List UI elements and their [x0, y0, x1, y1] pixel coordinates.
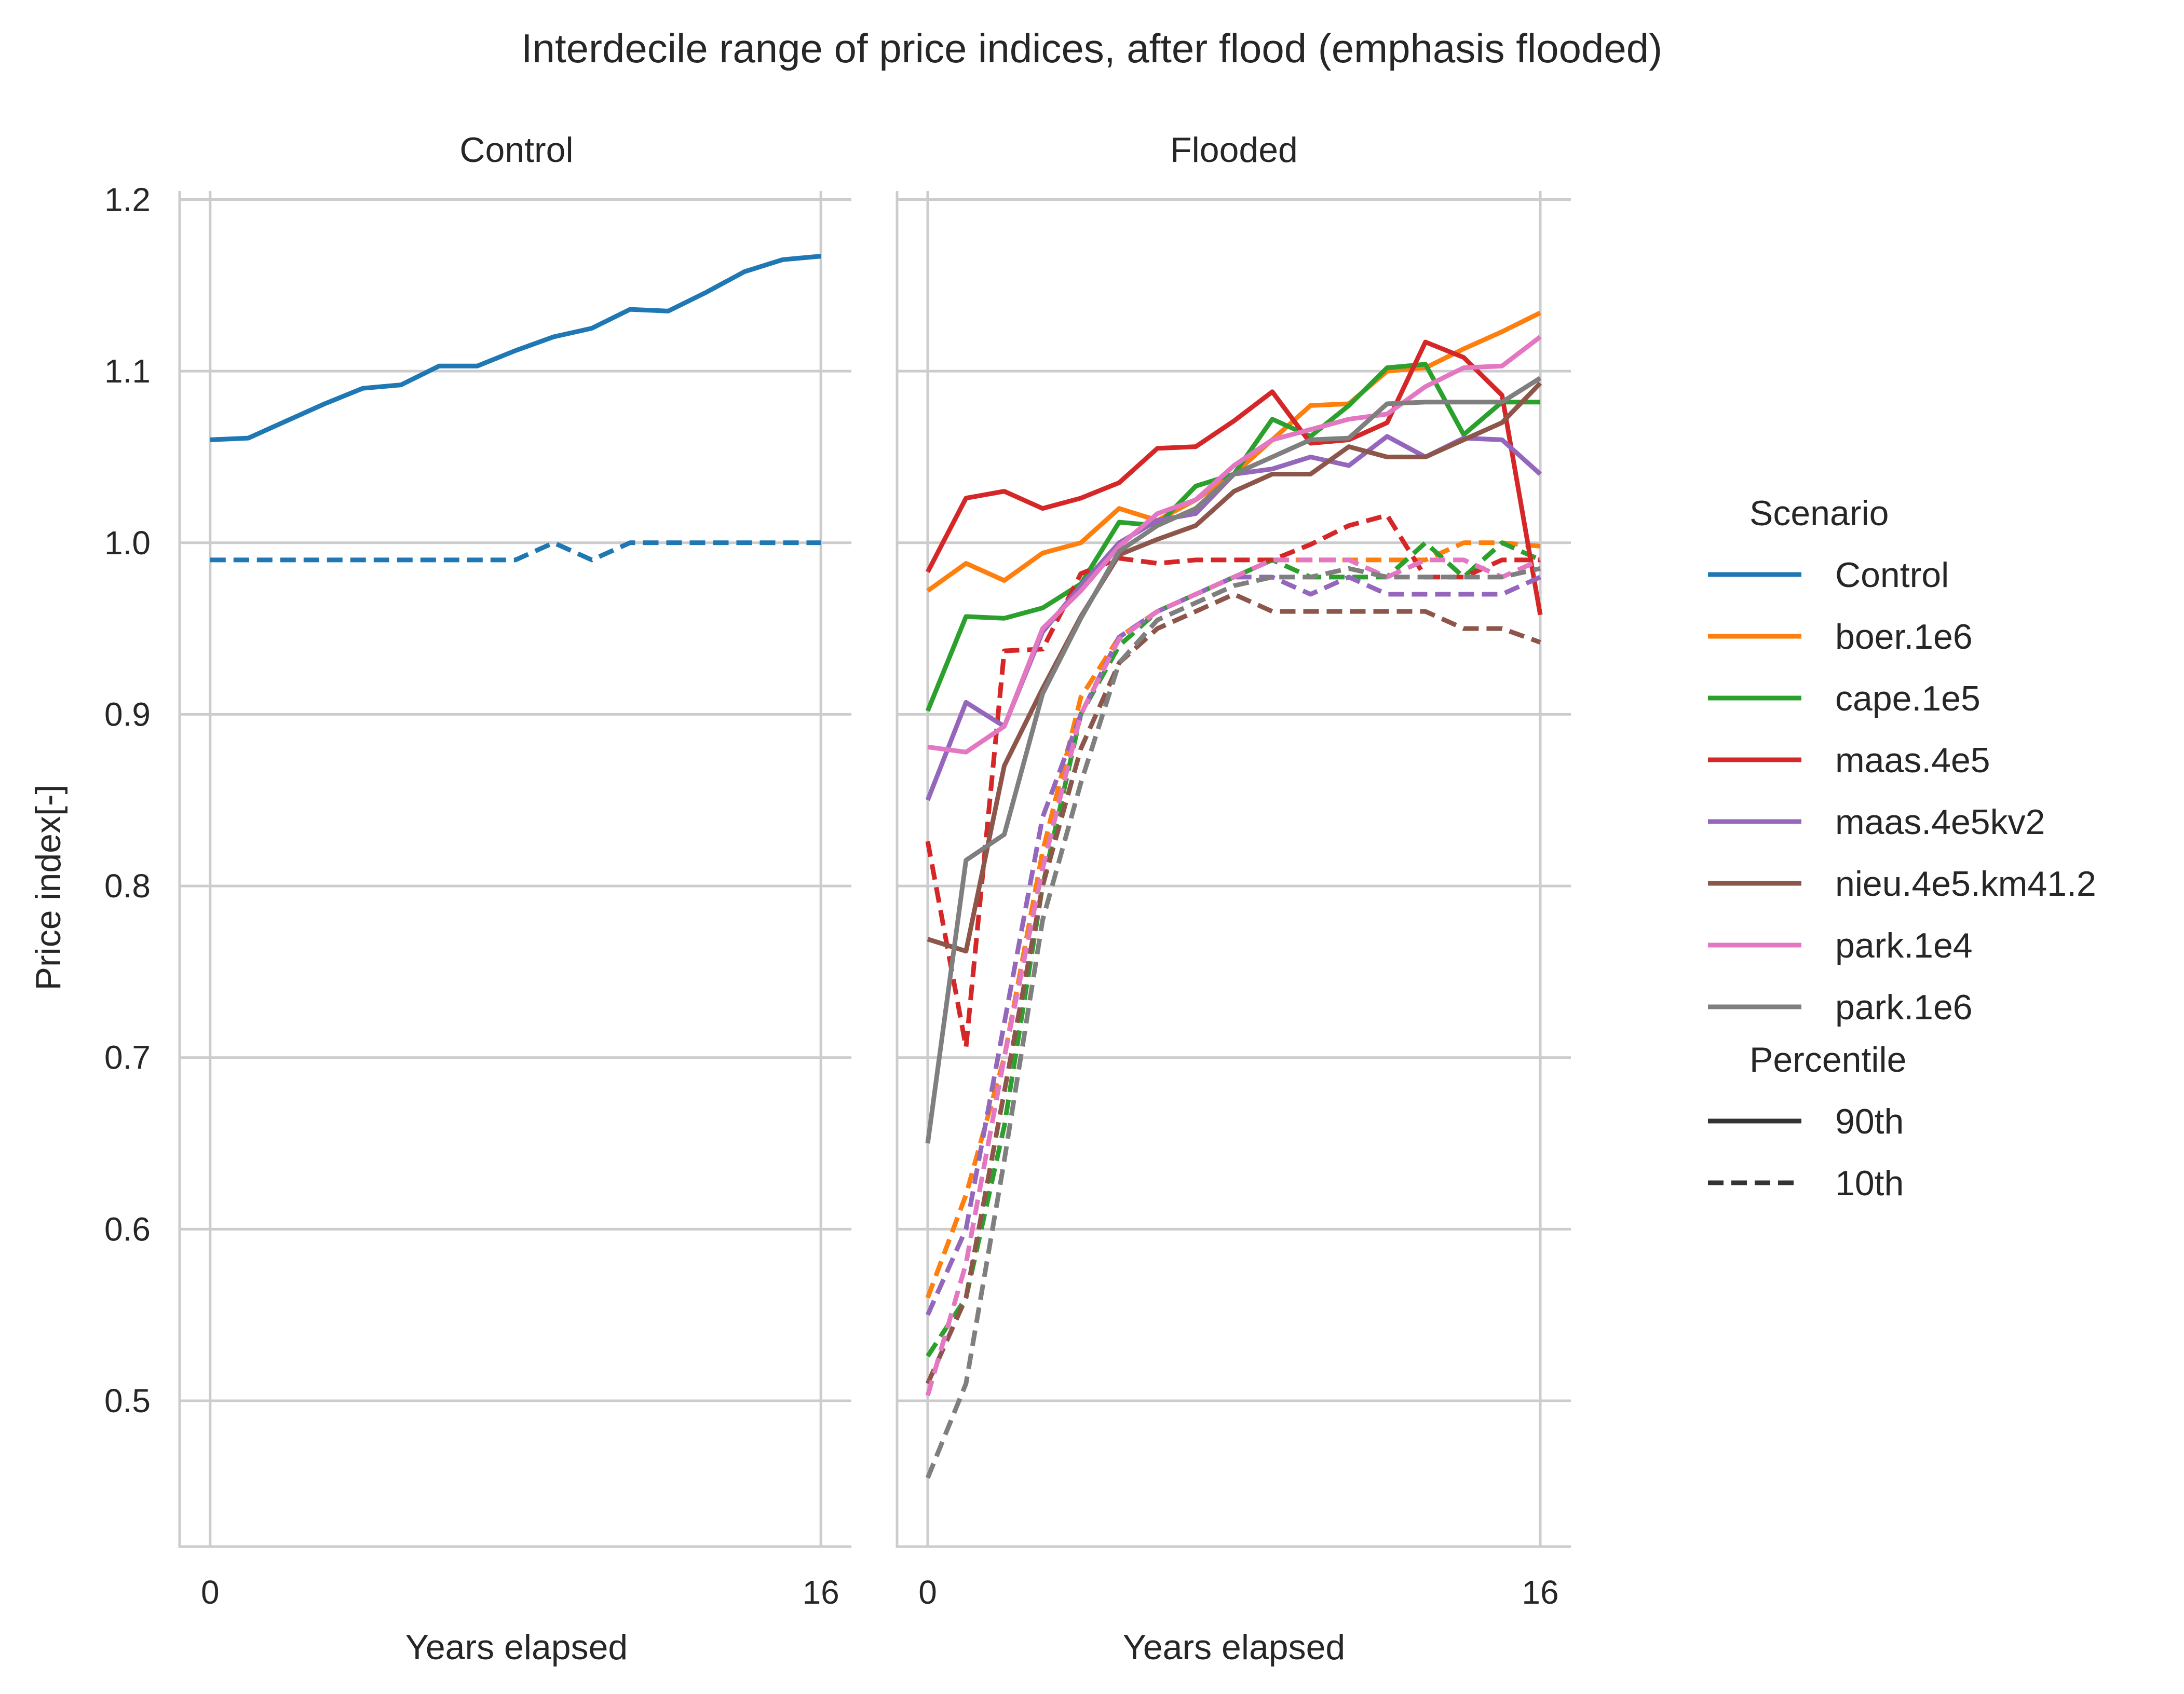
series-line-park-1e4-10th — [925, 557, 1541, 1397]
series-line-park-1e6-90th — [925, 376, 1542, 1144]
series-line-park-1e4-90th — [927, 335, 1542, 755]
x-tick-label: 0 — [918, 1574, 937, 1611]
legend-entry-label: maas.4e5kv2 — [1835, 802, 2045, 842]
y-tick-label: 0.5 — [104, 1382, 151, 1419]
y-tick-label: 1.0 — [104, 524, 151, 562]
y-tick-label: 0.6 — [104, 1210, 151, 1248]
legend-entry-label: boer.1e6 — [1835, 617, 1973, 657]
series-line-Control-10th — [210, 540, 821, 563]
series-line-maas-4e5-10th — [925, 513, 1540, 1050]
y-tick-label: 1.2 — [104, 181, 151, 218]
series-line-nieu-4e5-km41-2-90th — [927, 381, 1542, 954]
chart-title: Interdecile range of price indices, afte… — [521, 25, 1662, 71]
series-line-maas-4e5kv2-10th — [925, 575, 1541, 1316]
axis-spine — [178, 191, 851, 1548]
legend-title-percentile: Percentile — [1749, 1040, 1906, 1080]
legend-entry-label: 90th — [1835, 1102, 1904, 1141]
x-axis-control: 0 16 — [201, 1574, 839, 1611]
legend-scenarios: Control boer.1e6 cape.1e5 maas.4e5 maas.4e5k… — [1708, 555, 2096, 1027]
legend-entry-label: nieu.4e5.km41.2 — [1835, 864, 2096, 904]
y-axis-label: Price index[-] — [29, 785, 68, 991]
x-tick-label: 16 — [803, 1574, 839, 1611]
legend-entry-label: 10th — [1835, 1164, 1904, 1203]
plot-area-flooded — [896, 191, 1571, 1548]
legend-title-scenario: Scenario — [1749, 494, 1889, 533]
y-tick-label: 0.9 — [104, 695, 151, 733]
axis-spine — [896, 191, 1571, 1548]
y-axis: 0.5 0.6 0.7 0.8 0.9 1.0 1.1 1.2 — [104, 181, 151, 1419]
y-tick-label: 0.7 — [104, 1039, 151, 1076]
x-tick-label: 16 — [1522, 1574, 1558, 1611]
x-tick-label: 0 — [201, 1574, 220, 1611]
panel-title-flooded: Flooded — [1170, 130, 1298, 170]
legend-entry-label: cape.1e5 — [1835, 679, 1980, 718]
series-line-Control-90th — [210, 254, 821, 442]
series-line-maas-4e5-90th — [926, 339, 1543, 616]
series-line-park-1e6-10th — [925, 566, 1541, 1479]
legend-entry-label: Control — [1835, 555, 1949, 595]
x-axis-label-control: Years elapsed — [405, 1628, 628, 1667]
x-axis-flooded: 0 16 — [918, 1574, 1558, 1611]
legend-entry-label: maas.4e5 — [1835, 741, 1990, 780]
legend-entry-label: park.1e4 — [1835, 926, 1973, 965]
y-tick-label: 1.1 — [104, 352, 151, 390]
panel-title-control: Control — [459, 130, 573, 170]
legend: Scenario Control boer.1e6 cape.1e5 maas.4e5… — [1708, 494, 2096, 1203]
legend-entry-label: park.1e6 — [1835, 988, 1973, 1027]
plot-area-control — [178, 191, 851, 1548]
legend-percentiles: 90th 10th — [1708, 1102, 1904, 1203]
x-axis-label-flooded: Years elapsed — [1123, 1628, 1346, 1667]
y-tick-label: 0.8 — [104, 867, 151, 905]
